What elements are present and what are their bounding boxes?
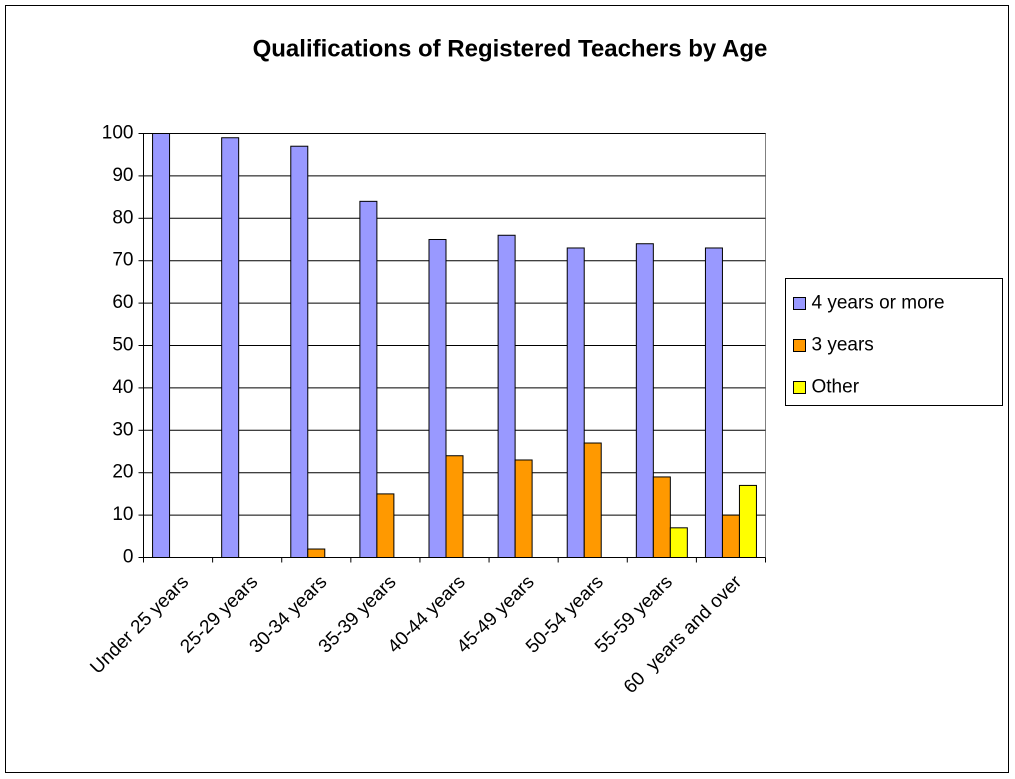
y-tick-label: 80 [112, 207, 133, 228]
bar [307, 548, 326, 559]
y-tick-label: 40 [112, 377, 133, 398]
y-tick-label: 10 [112, 504, 133, 525]
bar [738, 484, 757, 559]
bar [497, 234, 516, 558]
bar [721, 514, 740, 558]
legend-label: 4 years or more [812, 293, 945, 314]
bar [583, 442, 602, 558]
y-tick-label: 0 [123, 547, 134, 568]
bar [704, 247, 723, 558]
bar [290, 145, 309, 558]
legend-label: 3 years [812, 335, 874, 356]
legend-swatch [793, 297, 806, 310]
y-tick-label: 90 [112, 165, 133, 186]
legend-label: Other [812, 377, 860, 398]
bar [152, 133, 171, 558]
legend-swatch [793, 381, 806, 394]
legend [785, 278, 1003, 406]
y-tick-label: 20 [112, 462, 133, 483]
y-tick-label: 60 [112, 292, 133, 313]
bar [514, 459, 533, 559]
bar [359, 200, 378, 558]
bar [566, 247, 585, 558]
bar [221, 137, 240, 559]
y-tick-label: 30 [112, 419, 133, 440]
y-tick-label: 50 [112, 335, 133, 356]
y-tick-label: 100 [102, 123, 134, 144]
bar [428, 239, 447, 558]
bar [669, 527, 688, 559]
chart-title: Qualifications of Registered Teachers by… [253, 35, 768, 62]
bar [376, 493, 395, 558]
bar [635, 243, 654, 559]
bar [445, 455, 464, 558]
legend-swatch [793, 339, 806, 352]
bar [652, 476, 671, 558]
y-tick-label: 70 [112, 250, 133, 271]
